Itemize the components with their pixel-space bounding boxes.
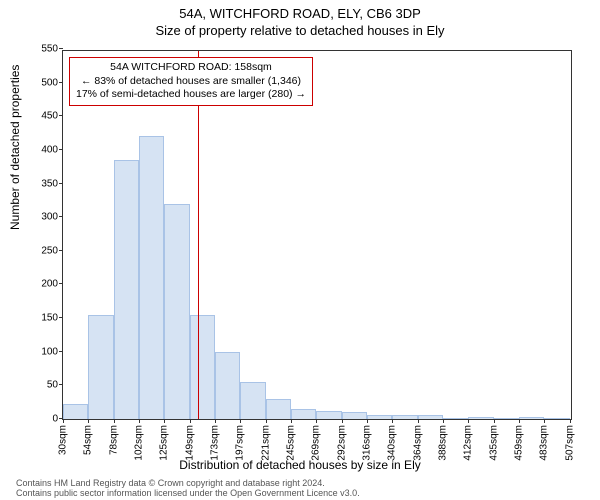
histogram-bar — [544, 418, 569, 419]
x-tick-label: 507sqm — [564, 425, 575, 461]
y-tick-label: 400 — [41, 144, 58, 155]
histogram-bar — [114, 160, 139, 419]
x-tick-label: 388sqm — [438, 425, 449, 461]
histogram-bar — [443, 418, 468, 419]
x-tick-mark — [114, 419, 115, 423]
x-tick-mark — [63, 419, 64, 423]
y-tick-mark — [59, 216, 63, 217]
x-tick-label: 102sqm — [134, 425, 145, 461]
y-axis-label: Number of detached properties — [8, 65, 22, 230]
y-tick-mark — [59, 183, 63, 184]
annotation-line1: 54A WITCHFORD ROAD: 158sqm — [76, 61, 306, 75]
x-tick-mark — [266, 419, 267, 423]
y-tick-label: 250 — [41, 245, 58, 256]
x-tick-label: 54sqm — [83, 425, 94, 455]
histogram-bar — [215, 352, 240, 419]
x-tick-mark — [468, 419, 469, 423]
histogram-bar — [316, 411, 341, 419]
footer-line1: Contains HM Land Registry data © Crown c… — [16, 478, 325, 488]
x-tick-label: 78sqm — [108, 425, 119, 455]
histogram-bar — [291, 409, 316, 419]
x-tick-label: 269sqm — [311, 425, 322, 461]
x-tick-label: 412sqm — [463, 425, 474, 461]
x-axis-label: Distribution of detached houses by size … — [0, 458, 600, 472]
histogram-bar — [367, 415, 392, 419]
footer-line2: Contains public sector information licen… — [16, 488, 360, 498]
y-tick-label: 100 — [41, 346, 58, 357]
x-tick-mark — [494, 419, 495, 423]
histogram-bar — [240, 382, 265, 419]
y-tick-mark — [59, 283, 63, 284]
x-tick-mark — [544, 419, 545, 423]
histogram-bar — [266, 399, 291, 419]
title-line2: Size of property relative to detached ho… — [0, 21, 600, 38]
y-tick-mark — [59, 317, 63, 318]
x-tick-mark — [392, 419, 393, 423]
y-tick-mark — [59, 384, 63, 385]
y-tick-mark — [59, 250, 63, 251]
x-tick-mark — [164, 419, 165, 423]
x-tick-label: 245sqm — [286, 425, 297, 461]
histogram-bar — [342, 412, 367, 419]
histogram-bar — [494, 418, 519, 419]
annotation-line2: ← 83% of detached houses are smaller (1,… — [76, 75, 306, 89]
x-tick-label: 221sqm — [260, 425, 271, 461]
y-tick-mark — [59, 115, 63, 116]
x-tick-label: 149sqm — [184, 425, 195, 461]
y-tick-label: 150 — [41, 313, 58, 324]
x-tick-label: 30sqm — [58, 425, 69, 455]
x-tick-mark — [139, 419, 140, 423]
y-tick-label: 50 — [47, 380, 58, 391]
histogram-bar — [190, 315, 215, 419]
y-tick-label: 500 — [41, 77, 58, 88]
x-tick-label: 459sqm — [514, 425, 525, 461]
x-tick-label: 292sqm — [336, 425, 347, 461]
x-tick-mark — [291, 419, 292, 423]
chart-area: 05010015020025030035040045050055030sqm54… — [62, 50, 572, 420]
histogram-bar — [164, 204, 189, 419]
x-tick-mark — [342, 419, 343, 423]
x-tick-mark — [215, 419, 216, 423]
x-tick-mark — [443, 419, 444, 423]
annotation-box: 54A WITCHFORD ROAD: 158sqm← 83% of detac… — [69, 57, 313, 106]
y-tick-mark — [59, 351, 63, 352]
y-tick-label: 300 — [41, 212, 58, 223]
reference-line — [198, 51, 199, 419]
x-tick-mark — [88, 419, 89, 423]
y-tick-label: 0 — [52, 414, 58, 425]
x-tick-label: 340sqm — [387, 425, 398, 461]
x-tick-mark — [570, 419, 571, 423]
x-tick-label: 435sqm — [488, 425, 499, 461]
x-tick-label: 125sqm — [159, 425, 170, 461]
histogram-bar — [139, 136, 164, 419]
x-tick-label: 197sqm — [235, 425, 246, 461]
y-tick-label: 450 — [41, 111, 58, 122]
title-line1: 54A, WITCHFORD ROAD, ELY, CB6 3DP — [0, 0, 600, 21]
x-tick-label: 364sqm — [412, 425, 423, 461]
x-tick-mark — [316, 419, 317, 423]
y-tick-label: 200 — [41, 279, 58, 290]
histogram-bar — [392, 415, 417, 419]
x-tick-mark — [519, 419, 520, 423]
histogram-bar — [418, 415, 443, 419]
x-tick-label: 316sqm — [362, 425, 373, 461]
y-tick-mark — [59, 48, 63, 49]
y-tick-label: 350 — [41, 178, 58, 189]
x-tick-mark — [240, 419, 241, 423]
x-tick-mark — [418, 419, 419, 423]
histogram-bar — [63, 404, 88, 419]
histogram-bar — [519, 417, 544, 419]
y-tick-mark — [59, 82, 63, 83]
x-tick-mark — [190, 419, 191, 423]
x-tick-mark — [367, 419, 368, 423]
annotation-line3: 17% of semi-detached houses are larger (… — [76, 88, 306, 102]
histogram-bar — [468, 417, 493, 419]
x-tick-label: 173sqm — [210, 425, 221, 461]
y-tick-mark — [59, 149, 63, 150]
y-tick-label: 550 — [41, 44, 58, 55]
histogram-bar — [88, 315, 113, 419]
x-tick-label: 483sqm — [539, 425, 550, 461]
